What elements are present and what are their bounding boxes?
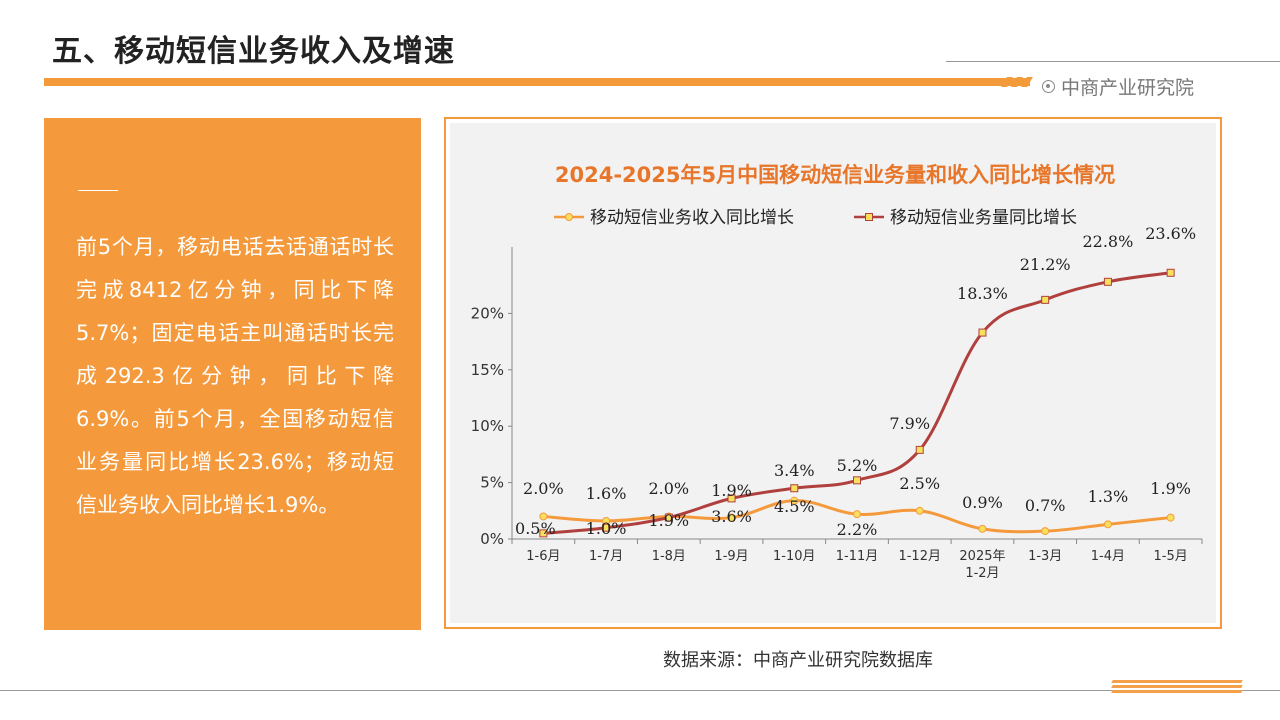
footer-line [0, 690, 1280, 691]
data-label: 18.3% [957, 284, 1008, 303]
data-label: 2.0% [523, 479, 564, 498]
data-label: 23.6% [1145, 224, 1196, 243]
x-tick-label: 1-2月 [965, 566, 999, 581]
data-point [1103, 520, 1112, 529]
data-label: 22.8% [1082, 232, 1133, 251]
x-tick-label: 1-9月 [714, 549, 748, 564]
data-label: 5.2% [837, 456, 878, 475]
data-point [1041, 295, 1050, 304]
data-source: 数据来源：中商产业研究院数据库 [663, 650, 933, 671]
data-point [727, 494, 736, 503]
data-point [853, 510, 861, 519]
header-stripes [1001, 77, 1034, 87]
data-label: 1.9% [711, 481, 752, 500]
y-tick-label: 10% [471, 417, 504, 435]
data-label: 1.9% [648, 511, 689, 530]
footer-stripes [1111, 680, 1243, 693]
x-tick-label: 1-10月 [773, 549, 816, 564]
summary-text: 前5个月，移动电话去话通话时长完成8412亿分钟，同比下降5.7%；固定电话主叫… [76, 235, 394, 517]
data-point [790, 484, 799, 493]
data-label: 21.2% [1020, 255, 1071, 274]
x-tick-label: 1-8月 [652, 549, 686, 564]
x-tick-label: 1-6月 [526, 549, 560, 564]
data-label: 1.6% [586, 484, 627, 503]
y-tick-label: 0% [480, 530, 504, 548]
summary-panel: 前5个月，移动电话去话通话时长完成8412亿分钟，同比下降5.7%；固定电话主叫… [44, 118, 421, 630]
chart-background [450, 123, 1216, 623]
data-point [915, 506, 924, 515]
data-point [978, 328, 987, 337]
brand-name: 中商产业研究院 [1061, 77, 1195, 99]
data-point [1041, 527, 1050, 536]
page-title: 五、移动短信业务收入及增速 [52, 34, 455, 69]
data-label: 1.9% [1150, 479, 1191, 498]
brand: 中商产业研究院 [1042, 73, 1194, 100]
data-point [664, 513, 673, 522]
x-tick-label: 1-7月 [589, 549, 623, 564]
x-tick-label: 2025年 [959, 549, 1005, 564]
data-point [602, 523, 611, 532]
x-tick-label: 1-5月 [1154, 549, 1188, 564]
summary-divider [78, 190, 118, 191]
data-label: 2.0% [648, 479, 689, 498]
legend-marker [865, 213, 873, 221]
data-label: 0.5% [515, 519, 556, 538]
data-label: 2.5% [899, 474, 940, 493]
header-accent-bar [44, 78, 1030, 86]
y-tick-label: 20% [471, 304, 504, 322]
data-label: 7.9% [889, 414, 930, 433]
line-chart: 0% 5% 10% 15% 20% 1-6月 1-7月 1-8月 1-9月 1-10月 1-11月 1… [471, 208, 1203, 581]
data-label: 0.7% [1025, 496, 1066, 515]
data-label: 1.3% [1088, 487, 1129, 506]
brand-logo-icon [1042, 80, 1055, 93]
data-label: 4.5% [774, 497, 815, 516]
y-tick-label: 5% [480, 474, 504, 492]
x-tick-label: 1-12月 [898, 549, 941, 564]
x-tick-label: 1-3月 [1028, 549, 1062, 564]
legend-label: 移动短信业务收入同比增长 [590, 208, 794, 228]
data-label: 3.4% [774, 461, 815, 480]
series-line [543, 271, 1171, 535]
chart-title: 2024-2025年5月中国移动短信业务量和收入同比增长情况 [554, 163, 1116, 187]
data-point [790, 496, 799, 505]
data-label: 3.6% [711, 507, 752, 526]
data-label: 2.2% [837, 520, 878, 539]
data-point [539, 529, 548, 538]
data-label: 0.9% [962, 493, 1003, 512]
data-point [727, 513, 736, 522]
data-point [1166, 513, 1175, 522]
chart-frame: 2024-2025年5月中国移动短信业务量和收入同比增长情况 0% 5% 10% 15… [444, 117, 1222, 629]
y-tick-label: 15% [471, 361, 504, 379]
data-point [915, 445, 924, 454]
header-accent-line [946, 61, 1280, 62]
legend-label: 移动短信业务量同比增长 [890, 208, 1077, 228]
legend-marker [565, 213, 573, 221]
data-point [853, 476, 861, 485]
x-tick-label: 1-11月 [836, 549, 879, 564]
data-point [539, 512, 548, 521]
data-point [978, 524, 987, 533]
data-label: 1.0% [586, 519, 627, 538]
data-point [1166, 268, 1175, 277]
x-tick-label: 1-4月 [1091, 549, 1125, 564]
data-point [1103, 277, 1112, 286]
